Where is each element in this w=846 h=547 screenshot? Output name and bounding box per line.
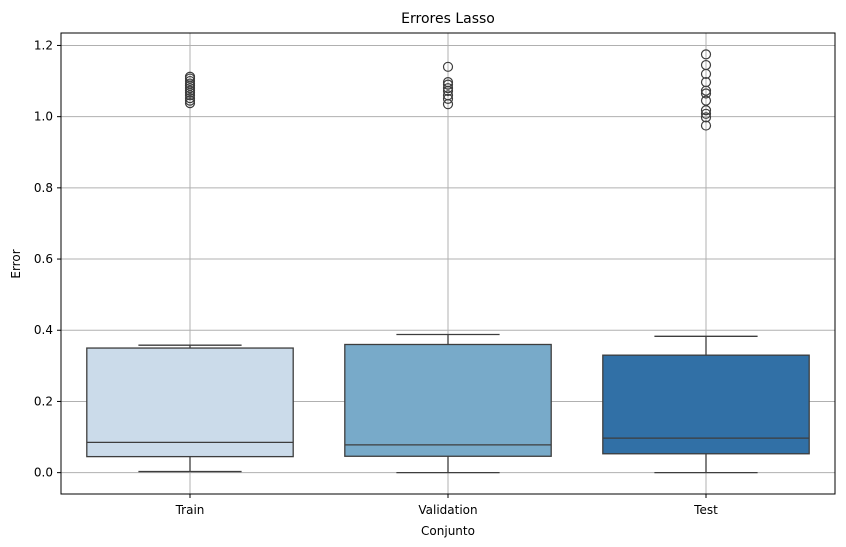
x-axis-ticks: Train Validation Test	[175, 494, 718, 517]
box-validation	[344, 343, 552, 457]
outliers	[184, 49, 712, 131]
y-axis-ticks: 0.0 0.2 0.4 0.6 0.8 1.0 1.2	[34, 38, 61, 480]
boxes	[86, 333, 810, 474]
outlier-point	[442, 77, 454, 88]
outlier-point	[184, 93, 196, 104]
outlier-point	[700, 108, 712, 119]
outlier-point	[184, 75, 196, 87]
x-tick-label: Test	[693, 503, 718, 517]
y-tick-label: 0.0	[34, 466, 53, 480]
outlier-point	[184, 78, 196, 89]
outlier-point	[700, 120, 712, 131]
outlier-point	[442, 90, 454, 101]
outlier-point	[442, 93, 454, 104]
y-tick-label: 0.2	[34, 394, 53, 408]
x-axis-label: Conjunto	[421, 524, 475, 538]
y-tick-label: 1.0	[34, 110, 53, 124]
outlier-point	[700, 49, 712, 60]
outlier-point	[700, 77, 712, 88]
y-axis-label: Error	[9, 249, 23, 278]
outlier-point	[442, 83, 454, 94]
outlier-point	[184, 90, 196, 101]
box-train	[86, 347, 294, 458]
y-tick-label: 0.4	[34, 323, 53, 337]
chart-title: Errores Lasso	[401, 11, 495, 27]
x-tick-label: Train	[175, 503, 205, 517]
outlier-point	[442, 61, 454, 72]
outlier-point	[700, 95, 712, 106]
outlier-point	[184, 85, 196, 96]
outlier-point	[700, 112, 712, 123]
y-tick-label: 1.2	[34, 38, 53, 52]
y-tick-label: 0.8	[34, 181, 53, 195]
outlier-point	[700, 59, 712, 71]
y-tick-label: 0.6	[34, 252, 53, 266]
outlier-point	[184, 95, 196, 106]
outlier-point	[184, 98, 196, 109]
outlier-point	[700, 88, 712, 99]
x-tick-label: Validation	[418, 503, 477, 517]
outlier-point	[442, 79, 454, 90]
outlier-point	[700, 105, 712, 116]
outlier-point	[184, 71, 196, 82]
box-test	[602, 354, 810, 455]
outlier-point	[184, 83, 196, 94]
